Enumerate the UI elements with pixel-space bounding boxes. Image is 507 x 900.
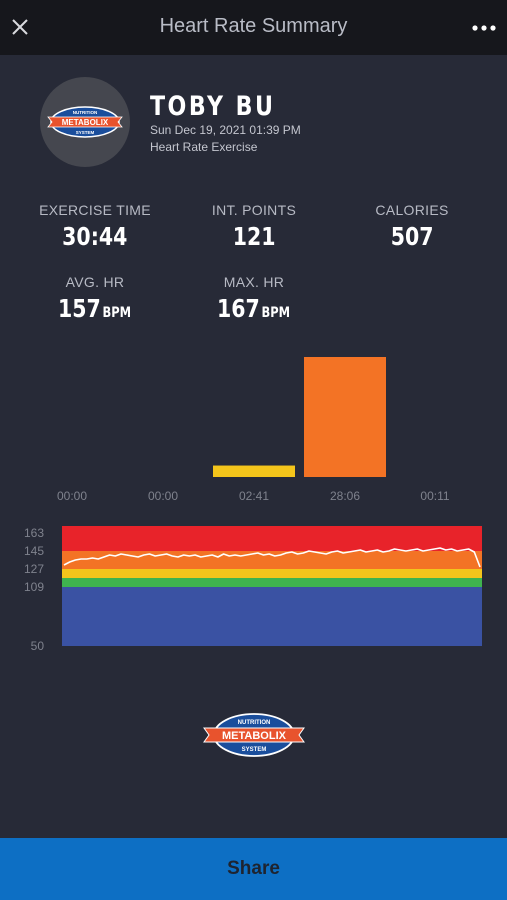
stat-value: 507 <box>390 222 434 251</box>
stat-avg-hr: AVG. HR 157 BPM <box>20 274 170 323</box>
hr-zone-band <box>62 569 482 578</box>
logo-bottom-text: SYSTEM <box>76 130 95 135</box>
close-icon[interactable] <box>6 13 34 41</box>
bar-tick-label: 28:06 <box>330 489 360 503</box>
stat-label: AVG. HR <box>65 274 125 290</box>
stat-label: EXERCISE TIME <box>39 202 151 218</box>
stat-unit: BPM <box>102 305 132 321</box>
heart-rate-line <box>63 547 481 568</box>
exercise-type: Heart Rate Exercise <box>150 140 258 154</box>
stat-label: MAX. HR <box>223 274 285 290</box>
stat-value: 30:44 <box>62 222 128 251</box>
stat-exercise-time: EXERCISE TIME 30:44 <box>20 202 170 251</box>
zone-bar <box>304 357 386 477</box>
stat-value: 157 BPM <box>58 294 131 323</box>
stat-number: 157 <box>58 294 102 323</box>
zone-tick-label: 145 <box>24 544 44 558</box>
stat-int-points: INT. POINTS 121 <box>179 202 329 251</box>
logo-main-text: METABOLIX <box>62 118 109 127</box>
share-button[interactable]: Share <box>0 838 507 900</box>
logo-banner <box>203 727 305 743</box>
hr-zone-band <box>62 551 482 569</box>
zone-bar <box>213 465 295 477</box>
bar-tick-label: 00:00 <box>57 489 87 503</box>
metabolix-logo-bottom: NUTRITION METABOLIX SYSTEM <box>203 713 305 757</box>
exercise-datetime: Sun Dec 19, 2021 01:39 PM <box>150 123 301 137</box>
zone-time-bar-chart: 00:00 00:00 02:41 28:06 00:11 <box>57 357 450 503</box>
stat-unit: BPM <box>261 305 291 321</box>
heart-rate-zone-chart: 163 145 127 109 50 <box>24 526 482 653</box>
stat-value: 121 <box>232 222 276 251</box>
metabolix-logo: NUTRITION METABOLIX SYSTEM <box>47 106 123 138</box>
share-button-label: Share <box>227 858 280 879</box>
zone-tick-label: 127 <box>24 562 44 576</box>
top-bar: Heart Rate Summary <box>0 0 507 55</box>
stat-label: CALORIES <box>375 202 449 218</box>
bar-tick-label: 02:41 <box>239 489 269 503</box>
hr-zone-band <box>62 526 482 551</box>
bar-tick-label: 00:11 <box>420 489 449 503</box>
bar-tick-label: 00:00 <box>148 489 178 503</box>
avatar: NUTRITION METABOLIX SYSTEM <box>40 77 130 167</box>
zone-tick-label: 50 <box>31 639 45 653</box>
hr-zone-band <box>62 578 482 587</box>
zone-tick-label: 163 <box>24 526 44 540</box>
logo-main-text: METABOLIX <box>222 730 287 742</box>
page-title: Heart Rate Summary <box>159 15 348 37</box>
more-horizontal-icon[interactable] <box>469 14 499 42</box>
logo-banner <box>47 116 123 128</box>
stat-calories: CALORIES 507 <box>337 202 487 251</box>
zone-tick-label: 109 <box>24 580 44 594</box>
stat-number: 167 <box>217 294 261 323</box>
stat-value: 167 BPM <box>217 294 290 323</box>
user-name: TOBY BU <box>150 91 276 122</box>
logo-top-text: NUTRITION <box>238 720 271 726</box>
stat-max-hr: MAX. HR 167 BPM <box>179 274 329 323</box>
logo-top-text: NUTRITION <box>73 110 98 115</box>
logo-bottom-text: SYSTEM <box>242 747 267 753</box>
stat-label: INT. POINTS <box>211 202 297 218</box>
hr-zone-band <box>62 587 482 646</box>
